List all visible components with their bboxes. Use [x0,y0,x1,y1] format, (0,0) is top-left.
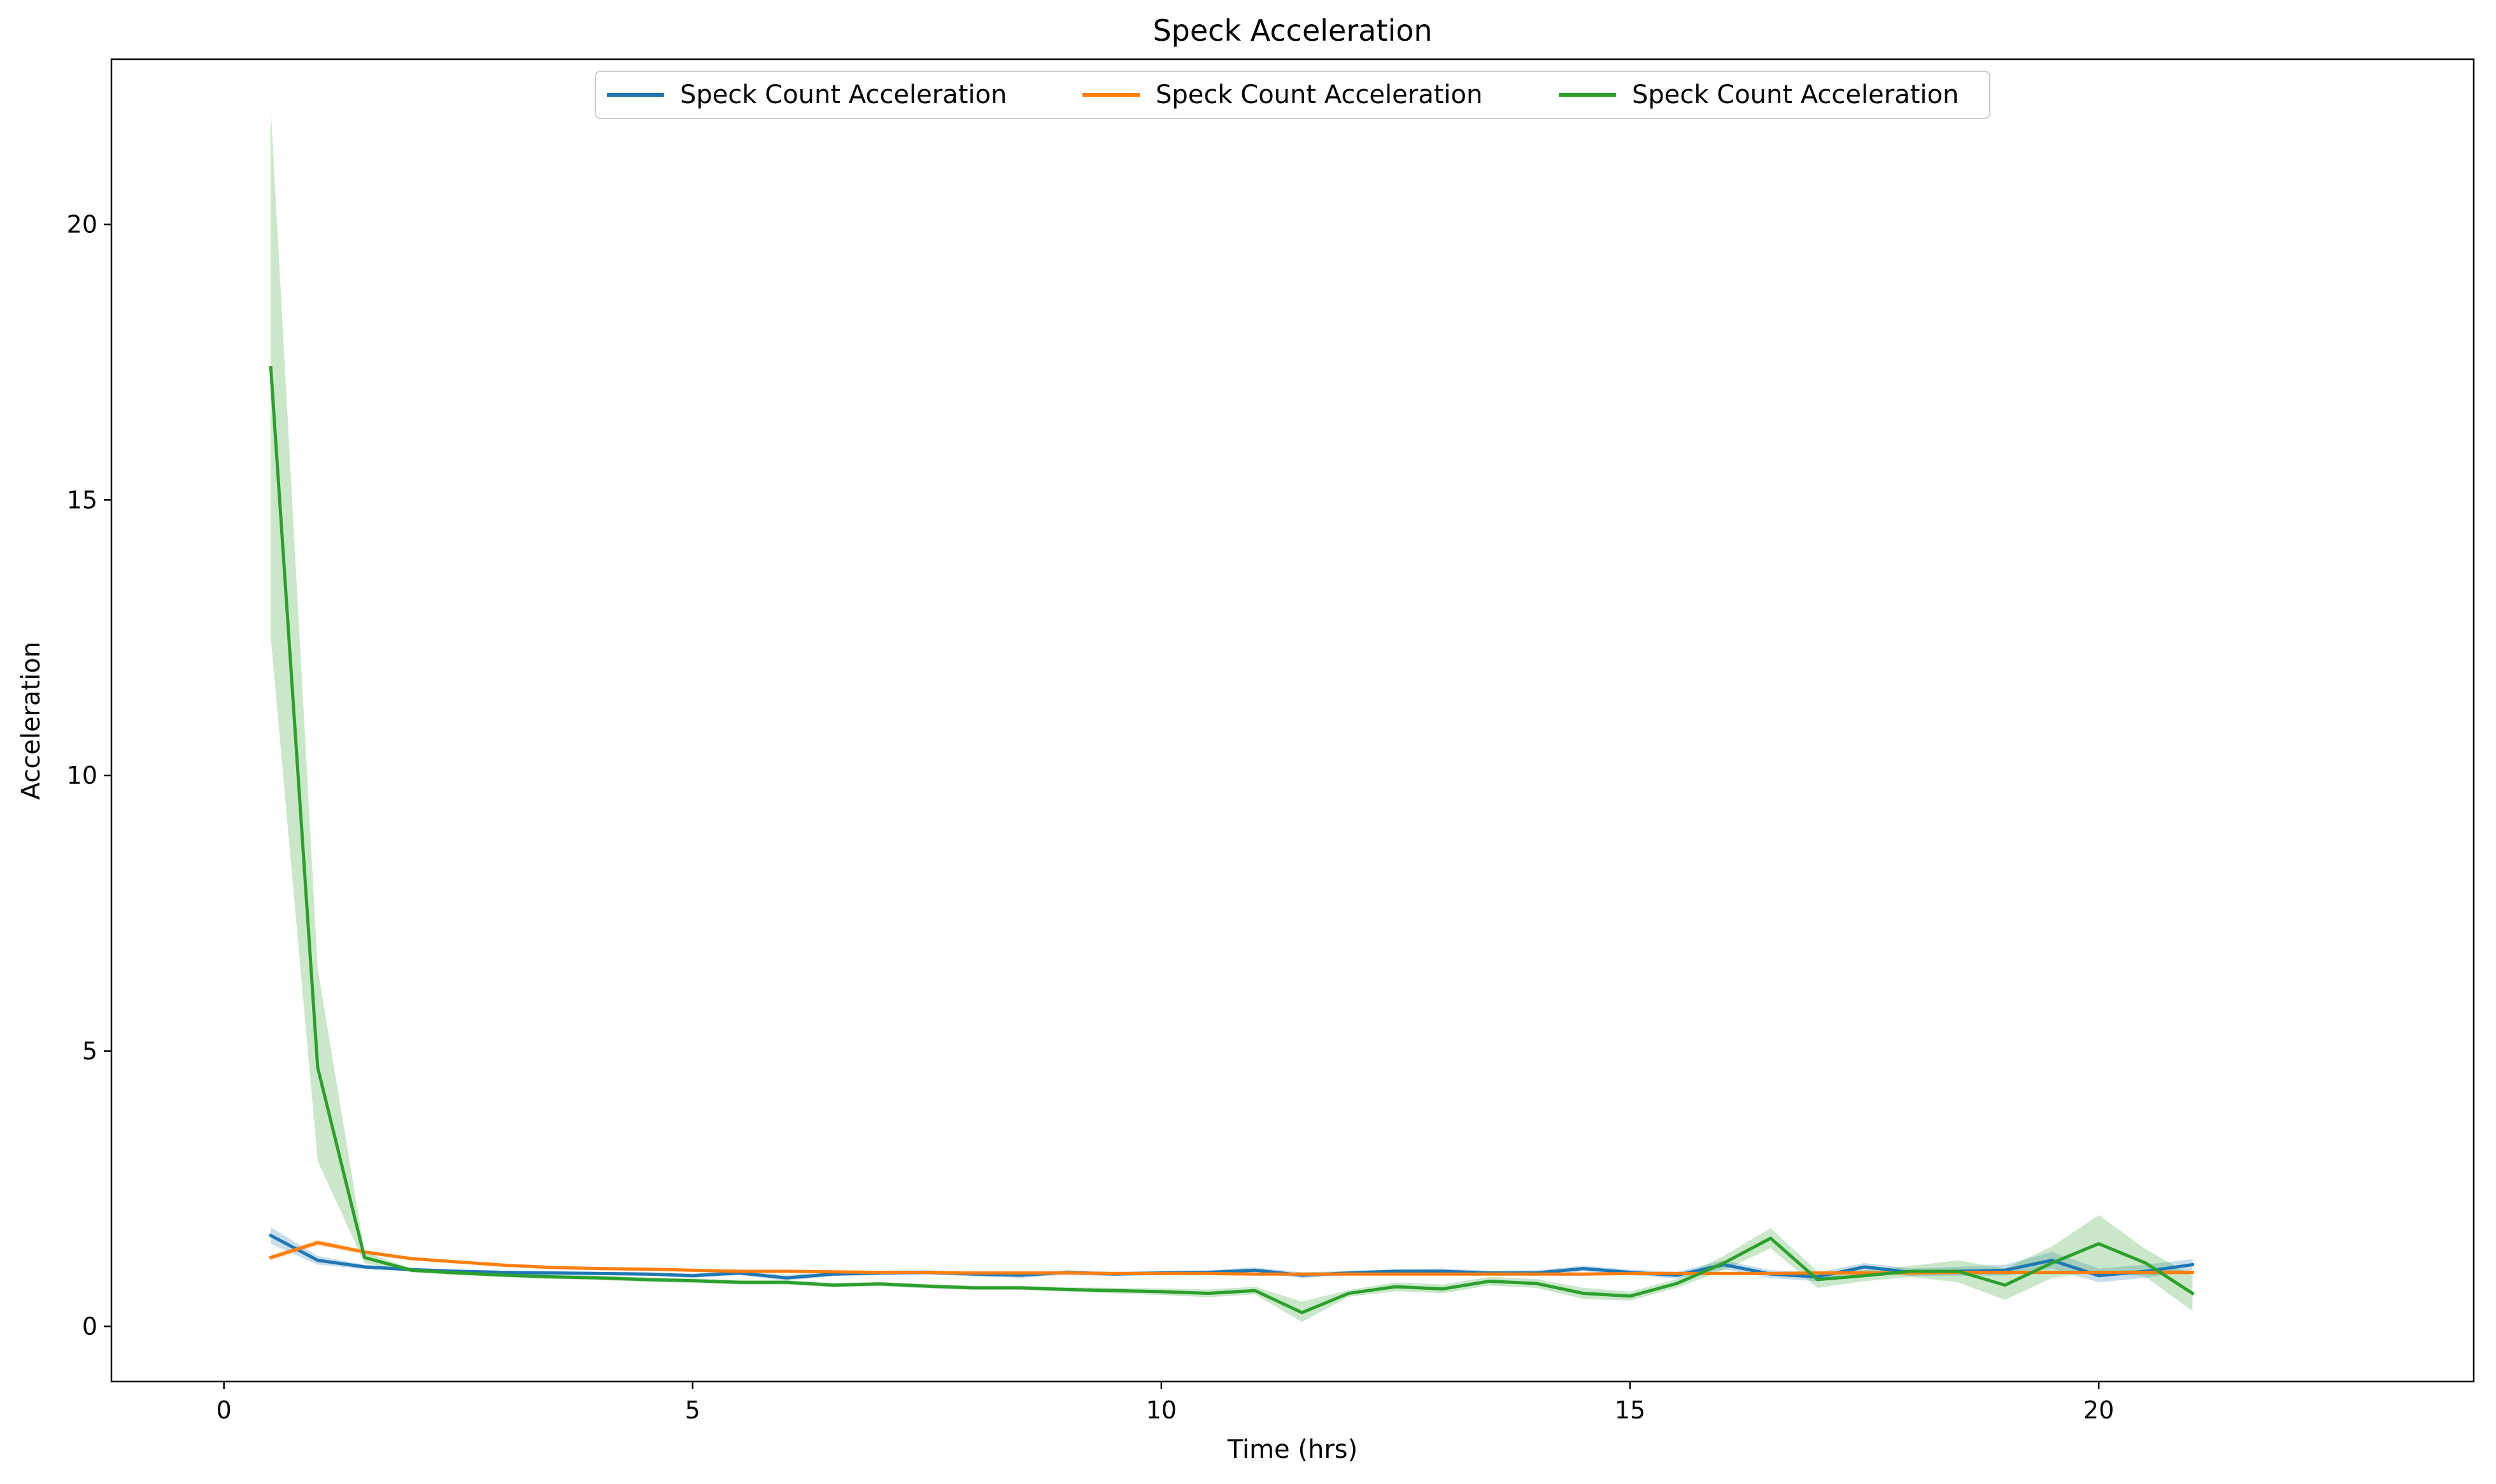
y-axis-label: Acceleration [17,642,46,800]
series-1-line [268,1233,2195,1280]
x-axis-label: Time (hrs) [1227,1435,1358,1464]
x-tick-label: 15 [1615,1396,1645,1424]
legend-label-3: Speck Count Acceleration [1632,80,1959,110]
series-3-line [269,365,2195,1315]
y-tick-label: 10 [67,761,97,789]
legend-frame [595,71,1990,119]
y-axis: 0 5 10 15 20 [67,211,111,1340]
x-tick-label: 20 [2083,1396,2114,1424]
x-tick-label: 0 [216,1396,232,1424]
x-tick-label: 5 [685,1396,700,1424]
legend: Speck Count Acceleration Speck Count Acce… [595,71,1990,119]
legend-label-2: Speck Count Acceleration [1156,80,1482,110]
plot-frame [110,58,2475,1383]
chart-title: Speck Acceleration [1152,13,1432,48]
x-tick-label: 10 [1146,1396,1177,1424]
y-tick-label: 5 [82,1037,97,1065]
y-tick-label: 20 [67,211,97,239]
y-tick-label: 0 [82,1312,97,1340]
x-axis: 0 5 10 15 20 [216,1382,2114,1424]
series-2-line [269,1241,2194,1276]
y-tick-label: 15 [67,486,97,514]
legend-label-1: Speck Count Acceleration [680,80,1007,110]
series-lines [268,365,2195,1315]
